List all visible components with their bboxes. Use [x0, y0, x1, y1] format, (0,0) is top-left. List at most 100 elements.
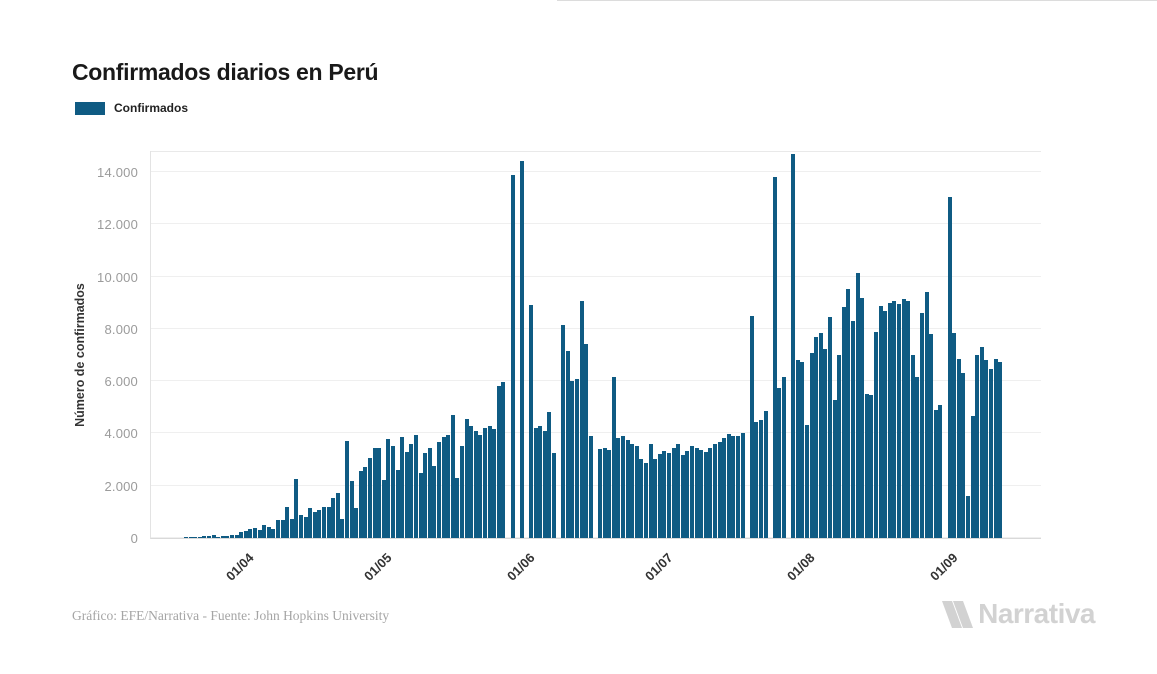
bar [184, 536, 189, 538]
bar [933, 409, 938, 538]
bar [368, 457, 373, 538]
bar [772, 177, 777, 538]
bar [671, 448, 676, 538]
bar [299, 515, 304, 538]
bar [225, 535, 230, 538]
bar [193, 536, 198, 538]
bar [202, 536, 207, 538]
bar [644, 462, 649, 538]
bar [989, 369, 994, 538]
bar [984, 360, 989, 538]
bar [575, 379, 580, 538]
gridline [151, 432, 1041, 434]
bar [285, 506, 290, 538]
bar [395, 470, 400, 538]
bar [722, 437, 727, 538]
bar [864, 393, 869, 538]
bar [809, 352, 814, 538]
gridline [151, 327, 1041, 329]
bar [782, 377, 787, 538]
bar [340, 518, 345, 538]
gridline [151, 275, 1041, 277]
bar [473, 430, 478, 538]
bar [703, 452, 708, 538]
bar [386, 438, 391, 538]
bar [427, 447, 432, 538]
bar [331, 497, 336, 538]
legend-label: Confirmados [114, 101, 189, 115]
bar [234, 534, 239, 538]
bar [975, 355, 980, 538]
legend: Confirmados [75, 101, 188, 115]
bar [694, 447, 699, 538]
bar [262, 525, 267, 538]
plot-area [150, 151, 1041, 539]
bar [869, 395, 874, 538]
bar [717, 441, 722, 538]
bar [883, 310, 888, 538]
bar [248, 528, 253, 538]
narrativa-logo-text: Narrativa [978, 598, 1095, 629]
bar [414, 435, 419, 538]
bar [372, 448, 377, 538]
y-tick-label: 12.000 [97, 217, 138, 233]
bar [446, 434, 451, 538]
bar [979, 347, 984, 538]
bar [699, 449, 704, 538]
bar [492, 429, 497, 538]
bar [317, 510, 322, 538]
bar [616, 437, 621, 538]
bar [391, 446, 396, 538]
bar [598, 448, 603, 538]
bar [271, 529, 276, 538]
bar [197, 536, 202, 538]
bar [906, 301, 911, 538]
bar [657, 454, 662, 538]
y-tick-label: 14.000 [97, 164, 138, 180]
bar [552, 453, 557, 538]
bar [450, 415, 455, 538]
bar [915, 376, 920, 538]
bar [345, 440, 350, 538]
plot-top-border [151, 151, 1041, 152]
bar [993, 359, 998, 538]
x-tick-label: 01/05 [361, 550, 395, 584]
y-axis-title: Número de confirmados [73, 283, 87, 427]
bar [377, 448, 382, 538]
bar [662, 451, 667, 538]
bar [363, 466, 368, 538]
bar [257, 529, 262, 538]
bar [841, 306, 846, 538]
bar [947, 197, 952, 538]
bar [423, 453, 428, 538]
y-tick-label: 6.000 [104, 374, 138, 390]
bar [501, 382, 506, 538]
bar [726, 434, 731, 538]
bar [584, 343, 589, 538]
bar [731, 436, 736, 538]
bar [791, 153, 796, 538]
bar [418, 473, 423, 538]
bar [207, 535, 212, 538]
bar [690, 446, 695, 538]
bar [289, 518, 294, 538]
bar [961, 372, 966, 538]
narrativa-logo: Narrativa [941, 598, 1095, 630]
bar [938, 405, 943, 538]
bar [409, 443, 414, 538]
bar [924, 291, 929, 538]
bar [533, 428, 538, 538]
bar [335, 493, 340, 538]
bar [855, 272, 860, 538]
y-tick-label: 0 [130, 531, 138, 546]
bar [653, 459, 658, 538]
bar [874, 331, 879, 538]
bar [763, 411, 768, 538]
bar [496, 386, 501, 538]
bar [837, 354, 842, 538]
narrativa-n-icon [942, 600, 974, 628]
bar [211, 535, 216, 538]
bar [611, 376, 616, 538]
bar [358, 471, 363, 538]
